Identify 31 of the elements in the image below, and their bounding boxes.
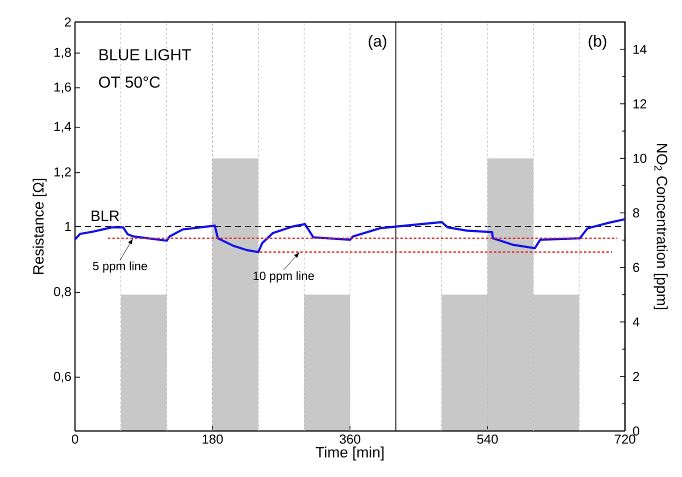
y2-tick-label: 8 [633, 208, 640, 218]
annotation: 5 ppm line [92, 261, 148, 273]
annotation: (a) [368, 35, 386, 50]
x-tick-label: 360 [340, 434, 360, 444]
annotation: 10 ppm line [254, 271, 314, 282]
x-tick-label: 720 [614, 434, 636, 444]
y2-tick-label: 4 [632, 317, 640, 326]
y-tick-label: 1,6 [54, 82, 71, 94]
y2-tick-label: 2 [633, 372, 640, 381]
y-tick-label: 1,2 [54, 167, 71, 178]
y2-tick-label: 12 [634, 99, 646, 108]
x-tick-label: 540 [477, 434, 498, 444]
x-tick-label: 0 [72, 434, 78, 444]
y2-tick-label: 14 [634, 44, 647, 54]
x-tick-label: 180 [202, 434, 223, 444]
y-tick-label: 0,6 [54, 372, 71, 383]
y-tick-label: 1,4 [54, 122, 72, 132]
x-axis-title: Time [min] [316, 446, 384, 460]
annotation: BLUE LIGHT [100, 49, 191, 60]
y2-axis-title: NO$_{2}$ Concentration [ppm] [654, 144, 668, 310]
y-tick-label: 1,8 [54, 48, 71, 58]
y2-tick-label: 10 [634, 154, 646, 163]
annotation: OT 50°C [99, 76, 160, 88]
y-tick-label: 0,8 [54, 286, 71, 298]
y-axis-title: Resistance [Ω] [32, 178, 47, 274]
y-tick-label: 2 [64, 17, 71, 27]
annotation: (b) [588, 35, 606, 50]
ref-line-label: BLR [92, 210, 119, 221]
y2-tick-label: 0 [633, 426, 640, 436]
y2-tick-label: 6 [633, 262, 640, 272]
y-tick-label: 1 [65, 222, 71, 231]
